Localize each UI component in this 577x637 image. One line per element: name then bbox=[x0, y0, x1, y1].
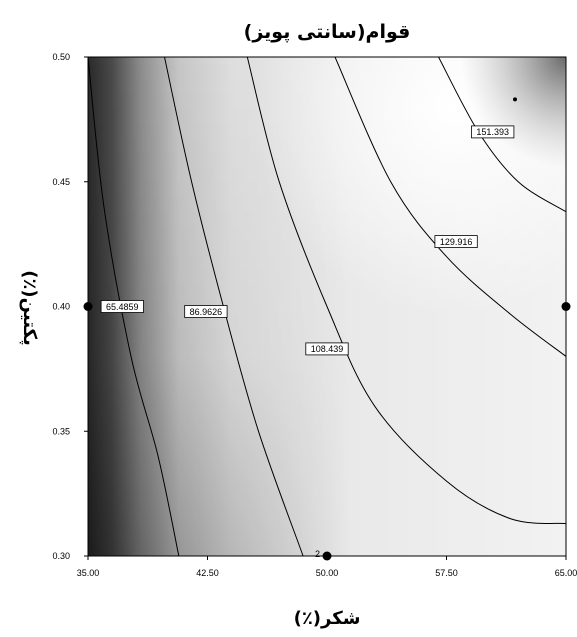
contour-label-box bbox=[100, 300, 144, 313]
contour-label-box bbox=[184, 305, 228, 318]
x-tick-label-5: 65.00 bbox=[555, 568, 577, 578]
y-axis-title: پکتین(٪) bbox=[19, 270, 40, 346]
contour-label-box bbox=[434, 235, 478, 249]
y-axis-ticks: 0.30 0.35 0.40 0.45 0.50 bbox=[52, 52, 88, 561]
contour-line-3 bbox=[246, 57, 566, 525]
x-axis-title: شکر(٪) bbox=[294, 608, 361, 629]
contour-label-3: 108.439 bbox=[305, 342, 349, 356]
y-tick-label-3: 0.40 bbox=[52, 302, 70, 312]
y-tick-label-5: 0.50 bbox=[52, 52, 70, 62]
contour-line-1 bbox=[88, 57, 180, 556]
contour-label-text: 108.439 bbox=[311, 344, 344, 354]
contour-label-4: 129.916 bbox=[434, 235, 478, 249]
chart-title: قوام(سانتی پویز) bbox=[244, 21, 411, 43]
y-tick-label-1: 0.30 bbox=[52, 551, 70, 561]
contour-labels: 65.4859 86.9626 108.439 129.916 151.393 bbox=[100, 125, 515, 356]
y-tick-label-2: 0.35 bbox=[52, 426, 70, 436]
contour-label-2: 86.9626 bbox=[184, 305, 228, 318]
contour-line-4 bbox=[334, 57, 566, 357]
x-tick-label-4: 57.50 bbox=[435, 568, 458, 578]
contour-label-1: 65.4859 bbox=[100, 300, 144, 313]
contour-label-5: 151.393 bbox=[471, 125, 515, 139]
x-tick-label-1: 35.00 bbox=[77, 568, 100, 578]
contour-label-text: 151.393 bbox=[476, 127, 509, 137]
design-point-4 bbox=[513, 97, 517, 102]
contour-label-text: 65.4859 bbox=[106, 302, 139, 312]
contour-label-box bbox=[471, 125, 515, 139]
x-tick-label-3: 50.00 bbox=[316, 568, 339, 578]
y-tick-label-4: 0.45 bbox=[52, 177, 70, 187]
x-axis-ticks: 35.00 42.50 50.00 57.50 65.00 bbox=[77, 556, 577, 578]
contour-label-text: 129.916 bbox=[440, 237, 473, 247]
plot-area: 65.4859 86.9626 108.439 129.916 151.393 2 bbox=[83, 56, 571, 561]
contour-label-box bbox=[305, 342, 349, 356]
x-tick-label-2: 42.50 bbox=[196, 568, 219, 578]
contour-label-text: 86.9626 bbox=[190, 307, 223, 317]
design-point-count: 2 bbox=[315, 549, 320, 559]
contour-line-5 bbox=[438, 57, 566, 213]
